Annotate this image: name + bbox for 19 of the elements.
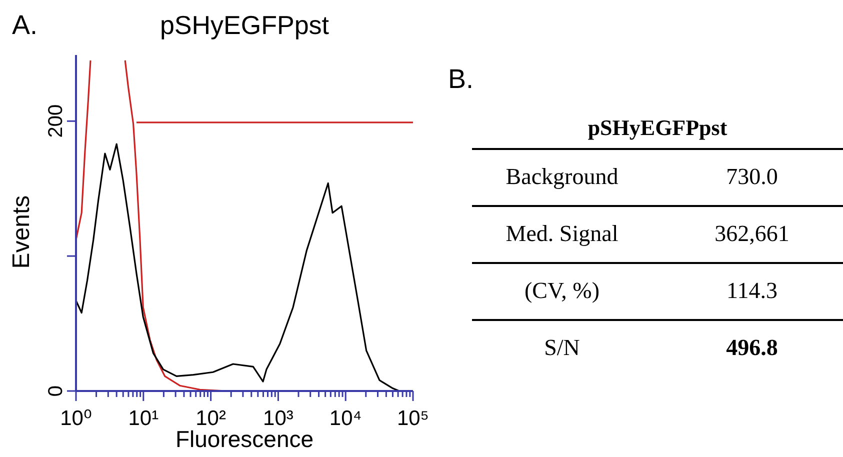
x-tick-label: 10⁰: [60, 407, 92, 430]
y-tick-label: 200: [45, 104, 67, 138]
chart-title: pSHyEGFPpst: [158, 10, 330, 41]
text: pSHyEGFPpst: [586, 115, 728, 141]
y-tick-label: 0: [45, 385, 67, 397]
y-axis-title: Events: [8, 194, 36, 271]
x-tick-label: 10¹: [128, 407, 159, 430]
text: A.: [12, 10, 38, 41]
text: 496.8: [726, 335, 778, 360]
x-tick-label: 10⁴: [329, 407, 362, 430]
category-label: S/N: [543, 335, 581, 361]
category-label: Background: [504, 164, 620, 190]
x-tick-label: 10⁵: [396, 407, 430, 430]
text: B.: [448, 64, 474, 95]
category-label: (CV, %): [524, 278, 600, 304]
category-label: Med. Signal: [504, 221, 620, 247]
text: 114.3: [726, 278, 778, 303]
text: 730.0: [726, 164, 778, 189]
text: 362,661: [714, 221, 790, 246]
